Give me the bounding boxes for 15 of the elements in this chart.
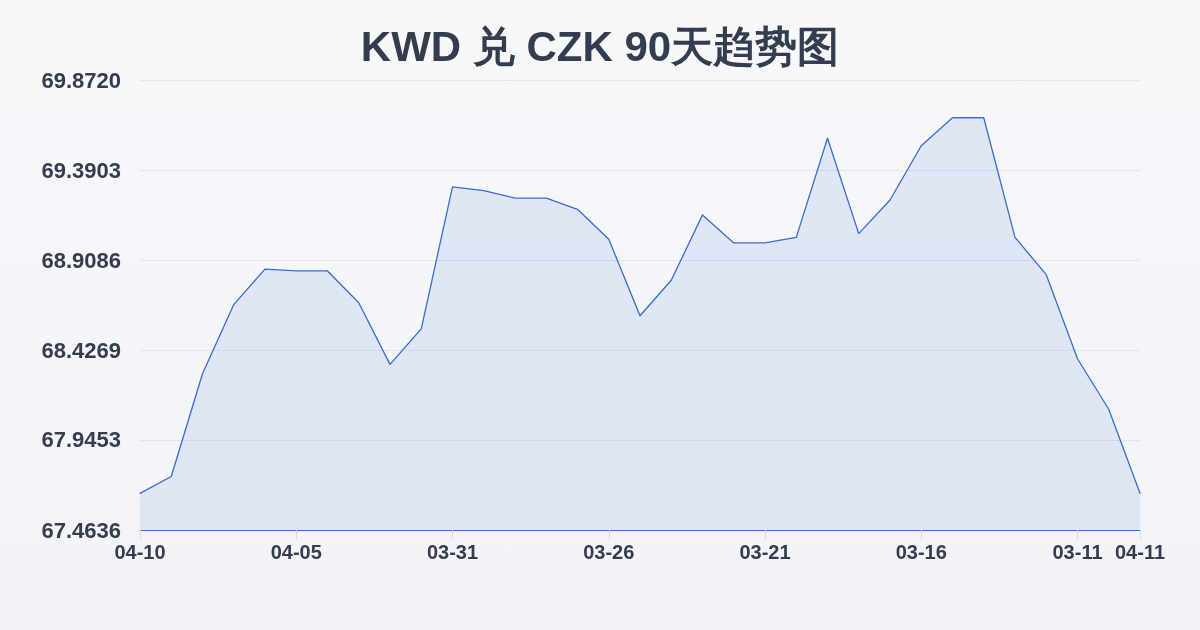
x-tick-label: 03-16 <box>895 541 947 563</box>
y-tick-label: 69.3903 <box>41 157 121 183</box>
x-tick-label: 03-31 <box>426 541 479 563</box>
y-tick-label: 67.9453 <box>41 427 121 453</box>
x-tick-label: 03-11 <box>1052 541 1103 563</box>
x-tick-label: 03-21 <box>739 541 791 563</box>
x-tick-label: 04-10 <box>114 541 166 563</box>
x-tick-label: 04-11 <box>1114 541 1166 563</box>
y-tick-label: 68.9086 <box>41 247 121 273</box>
y-tick-label: 69.8720 <box>41 67 121 93</box>
y-tick-label: 67.4636 <box>41 517 121 543</box>
y-tick-label: 68.4269 <box>41 337 121 363</box>
x-tick-label: 04-05 <box>270 541 322 563</box>
x-tick-label: 03-26 <box>583 541 635 563</box>
chart-title: KWD 兑 CZK 90天趋势图 <box>360 22 840 70</box>
